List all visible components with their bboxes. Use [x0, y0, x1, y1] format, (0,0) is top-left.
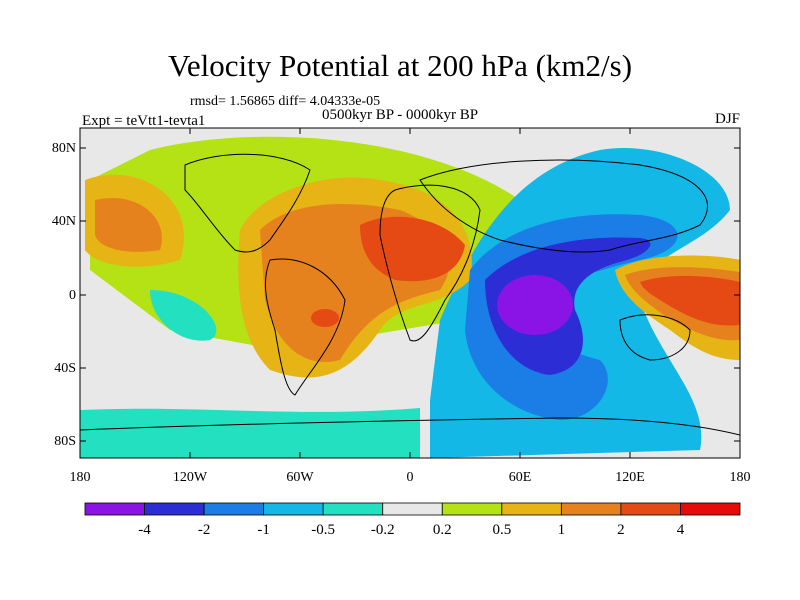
- colorbar-swatch: [84, 502, 145, 516]
- colorbar-label: 0.2: [432, 522, 452, 538]
- colorbar-swatch: [144, 502, 205, 516]
- rmsd-subtitle: rmsd= 1.56865 diff= 4.04333e-05: [190, 94, 381, 109]
- lon-tick-label: 120E: [615, 470, 645, 485]
- colorbar-swatch: [382, 502, 443, 516]
- lon-tick-label: 180: [69, 470, 91, 485]
- colorbar-swatch: [501, 502, 562, 516]
- colorbar-label: -1: [257, 522, 270, 538]
- colorbar-label: 0.5: [492, 522, 512, 538]
- colorbar-swatch: [322, 502, 384, 516]
- lon-tick-label: 120W: [172, 470, 208, 485]
- page-title: Velocity Potential at 200 hPa (km2/s): [167, 48, 633, 83]
- lon-tick-label: 180: [729, 470, 751, 485]
- lon-tick-label: 60E: [508, 470, 532, 485]
- lon-tick-label: 0: [406, 470, 414, 485]
- colorbar-swatch: [441, 502, 503, 516]
- colorbar-swatch: [263, 502, 324, 516]
- colorbar-swatch: [203, 502, 265, 516]
- lon-tick-label: 60W: [286, 470, 314, 485]
- colorbar-label: -4: [138, 522, 151, 538]
- lat-tick-label: 80N: [51, 141, 76, 156]
- colorbar-label: -0.5: [311, 522, 336, 538]
- colorbar-label: 1: [557, 522, 566, 538]
- colorbar: [84, 502, 741, 516]
- period-label: 0500kyr BP - 0000kyr BP: [322, 107, 479, 123]
- experiment-label: Expt = teVtt1-tevta1: [82, 113, 206, 129]
- coastline-layer: [80, 153, 740, 436]
- colorbar-swatch: [620, 502, 681, 516]
- axis-ticks: [79, 128, 741, 458]
- lat-tick-label: 40S: [54, 361, 76, 376]
- colorbar-label: 2: [617, 522, 625, 538]
- colorbar-label: -0.2: [370, 522, 395, 538]
- season-label: DJF: [714, 111, 740, 127]
- colorbar-label: 4: [676, 522, 685, 538]
- colorbar-swatch: [680, 502, 741, 516]
- colorbar-swatch: [560, 502, 622, 516]
- lat-tick-label: 0: [69, 288, 76, 303]
- lat-tick-label: 40N: [51, 214, 76, 229]
- lat-tick-label: 80S: [54, 434, 76, 449]
- colorbar-label: -2: [197, 522, 211, 538]
- contour-fill-layer: [80, 128, 740, 458]
